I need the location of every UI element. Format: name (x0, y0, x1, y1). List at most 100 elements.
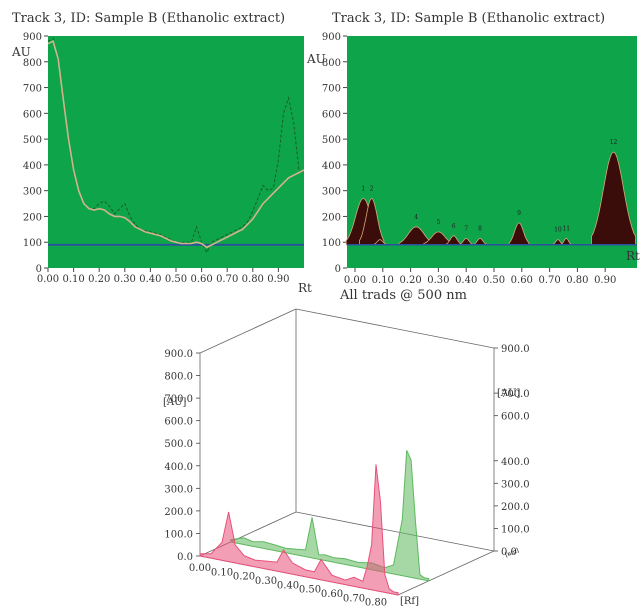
chart-1-y-tick-label: 400 (23, 161, 42, 172)
chart-3-right-tick-label: 300.0 (501, 479, 530, 490)
chart-1-y-tick-label: 100 (23, 238, 42, 249)
chart-3-series-back (230, 450, 430, 582)
chart-1-y-tick-label: 200 (23, 212, 42, 223)
chart-1: Track 3, ID: Sample B (Ethanolic extract… (11, 11, 312, 295)
chart-3-x-tick-label: 0.60 (321, 589, 343, 600)
chart-3-xlabel: [Rf] (400, 596, 419, 607)
chart-2-y-tick-label: 100 (322, 238, 341, 249)
chart-1-x-tick-label: 0.70 (216, 274, 238, 285)
chart-1-series-smoothed (47, 40, 305, 249)
chart-1-y-tick-label: 300 (23, 187, 42, 198)
chart-2-peak-label: 12 (610, 139, 618, 146)
chart-3-left-tick-label: 0.0 (177, 552, 193, 563)
chart-3-left-y-ticks: 0.0 100.0 200.0 300.0 400.0 500.0 600.0 700.0 80… (164, 349, 200, 563)
chart-1-xlabel: Rt (298, 281, 312, 295)
chart-3-left-tick-label: 800.0 (164, 372, 193, 383)
chart-1-x-ticks: 0.00 0.10 0.20 0.30 0.40 0.50 0.60 0.70 0.80 0.90 (37, 268, 290, 285)
chart-2-y-tick-label: 600 (322, 109, 341, 120)
chart-3-axis-depth (397, 550, 495, 596)
chart-1-y-tick-label: 700 (23, 84, 42, 95)
chart-1-x-tick-label: 0.00 (37, 274, 59, 285)
chart-3-ylabel-right: [AU] (497, 388, 521, 399)
chart-2-x-tick-label: 0.20 (399, 275, 421, 286)
chart-3-x-tick-label: 0.30 (255, 576, 277, 587)
chart-3-series (199, 450, 430, 596)
chart-2-x-tick-label: 0.40 (455, 275, 477, 286)
chart-1-y-tick-label: 500 (23, 135, 42, 146)
chart-3-ylabel-left: [AU] (163, 397, 187, 408)
chart-2-y-tick-label: 900 (322, 32, 341, 43)
chart-3-x-ticks: 0.00 0.10 0.20 0.30 0.40 0.50 0.60 0.70 0.80 (189, 563, 387, 609)
chart-2-peak-label: 8 (478, 225, 482, 232)
chart-2-peak (508, 222, 530, 246)
chart-2-peak (446, 235, 462, 246)
chart-3-x-tick-label: 0.40 (277, 580, 299, 591)
chart-3-zlabel: [nm] (504, 547, 520, 559)
chart-3-right-tick-label: 700.0 (501, 389, 530, 400)
chart-1-y-tick-label: 900 (23, 32, 42, 43)
chart-1-x-tick-label: 0.80 (242, 274, 264, 285)
chart-3-frame (199, 308, 495, 596)
chart-3-right-y-ticks: 0.0 100.0 200.0 300.0 400.0 600.0 700.0 900.0 (494, 344, 530, 558)
chart-3: All trads @ 500 nm 0.0 100.0 200.0 300.0 400… (163, 288, 530, 609)
chart-3-series-front (199, 464, 399, 596)
chart-2-title: Track 3, ID: Sample B (Ethanolic extract… (332, 11, 605, 26)
chart-3-left-tick-label: 900.0 (164, 349, 193, 360)
chart-3-left-tick-label: 100.0 (164, 529, 193, 540)
chart-2-peak (561, 237, 572, 246)
chart-2-ylabel: AU (306, 52, 326, 66)
chart-2-peak (359, 197, 385, 246)
chart-3-x-tick-label: 0.80 (365, 598, 387, 607)
chart-2-y-tick-label: 800 (322, 58, 341, 69)
chart-3-x-tick-label: 0.00 (189, 563, 211, 574)
chart-1-x-tick-label: 0.40 (139, 274, 161, 285)
chart-3-right-tick-label: 900.0 (501, 344, 530, 355)
chart-2-peak-label: 11 (562, 225, 570, 232)
chart-3-left-tick-label: 200.0 (164, 507, 193, 518)
chart-2-y-tick-label: 300 (322, 187, 341, 198)
chart-1-plot-area (48, 36, 304, 268)
chart-2-y-tick-label: 500 (322, 135, 341, 146)
chart-3-frame-top-right (295, 308, 495, 349)
chart-3-right-tick-label: 0.0 (501, 547, 517, 558)
chart-2-peak (459, 237, 473, 246)
chart-1-x-tick-label: 0.60 (190, 274, 212, 285)
chart-2-y-tick-label: 400 (322, 161, 341, 172)
chart-3-left-tick-label: 300.0 (164, 484, 193, 495)
chart-1-x-tick-label: 0.50 (165, 274, 187, 285)
chart-3-left-tick-label: 500.0 (164, 439, 193, 450)
chart-2-peak-label: 5 (436, 219, 440, 226)
chart-2-x-tick-label: 0.60 (511, 275, 533, 286)
chart-1-x-tick-label: 0.10 (62, 274, 84, 285)
chart-1-x-tick-label: 0.90 (267, 274, 289, 285)
chart-2-peak-label: 2 (370, 185, 374, 192)
chart-1-x-tick-label: 0.20 (88, 274, 110, 285)
chart-2-plot-area (347, 36, 637, 268)
chart-3-left-tick-label: 400.0 (164, 462, 193, 473)
chart-2-peak-label: 9 (517, 210, 521, 217)
chart-3-title: All trads @ 500 nm (339, 288, 467, 303)
chart-2-y-tick-label: 0 (335, 264, 341, 275)
chart-3-left-tick-label: 600.0 (164, 417, 193, 428)
chart-3-right-tick-label: 400.0 (501, 457, 530, 468)
chart-1-y-tick-label: 0 (36, 264, 42, 275)
chart-2-x-tick-label: 0.90 (594, 275, 616, 286)
chart-2-x-tick-label: 0.70 (538, 275, 560, 286)
chart-3-right-tick-label: 200.0 (501, 502, 530, 513)
chart-2-x-tick-label: 0.10 (372, 275, 394, 286)
chart-1-y-ticks: 0 100 200 300 400 500 600 700 800 900 (23, 32, 48, 275)
chart-2-x-ticks: 0.00 0.10 0.20 0.30 0.40 0.50 0.60 0.70 0.80 0.90 (344, 268, 616, 286)
chart-2-peak (591, 151, 636, 246)
chart-2-peak-label: 4 (414, 214, 418, 221)
chart-2-x-tick-label: 0.50 (483, 275, 505, 286)
chart-1-x-tick-label: 0.30 (114, 274, 136, 285)
chart-3-x-tick-label: 0.10 (211, 567, 233, 578)
chart-2-x-tick-label: 0.80 (566, 275, 588, 286)
chart-2-y-tick-label: 200 (322, 212, 341, 223)
chart-2-xlabel: Rt (626, 249, 640, 263)
chart-1-y-tick-label: 600 (23, 109, 42, 120)
chart-2-peak-label: 6 (452, 223, 456, 230)
chart-3-right-tick-label: 600.0 (501, 412, 530, 423)
